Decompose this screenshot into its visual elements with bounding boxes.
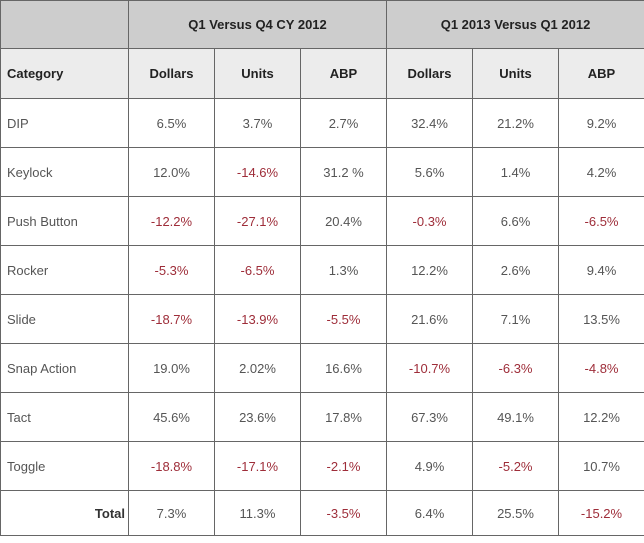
value-cell: -18.8% xyxy=(128,441,215,491)
table-row: DIP 6.5% 3.7% 2.7% 32.4% 21.2% 9.2% xyxy=(0,98,644,148)
value-cell: -27.1% xyxy=(214,196,301,246)
total-value-cell: -3.5% xyxy=(299,490,388,536)
value-cell: 2.6% xyxy=(472,245,560,295)
column-header-category: Category xyxy=(0,48,129,99)
value-cell: -4.8% xyxy=(558,343,644,393)
group-header-q1-vs-q4-cy2012: Q1 Versus Q4 CY 2012 xyxy=(127,0,388,49)
value-cell: 4.9% xyxy=(386,441,474,491)
total-value-cell: 25.5% xyxy=(472,490,560,536)
value-cell: -18.7% xyxy=(128,294,215,344)
category-cell: DIP xyxy=(0,98,129,148)
value-cell: 20.4% xyxy=(299,196,388,246)
category-cell: Snap Action xyxy=(0,343,129,393)
category-cell: Slide xyxy=(0,294,129,344)
total-value-cell: -15.2% xyxy=(558,490,644,536)
total-row: Total 7.3% 11.3% -3.5% 6.4% 25.5% -15.2% xyxy=(0,490,644,536)
table-row: Toggle -18.8% -17.1% -2.1% 4.9% -5.2% 10… xyxy=(0,441,644,491)
value-cell: 21.2% xyxy=(472,98,560,148)
category-cell: Tact xyxy=(0,392,129,442)
total-label: Total xyxy=(0,490,129,536)
value-cell: -10.7% xyxy=(386,343,474,393)
value-cell: 1.3% xyxy=(299,245,388,295)
category-cell: Rocker xyxy=(0,245,129,295)
group-header-row: Q1 Versus Q4 CY 2012 Q1 2013 Versus Q1 2… xyxy=(0,0,644,49)
value-cell: 12.2% xyxy=(558,392,644,442)
column-header-abp-right: ABP xyxy=(558,48,644,99)
total-value-cell: 7.3% xyxy=(128,490,215,536)
table-row: Keylock 12.0% -14.6% 31.2 % 5.6% 1.4% 4.… xyxy=(0,147,644,197)
table-row: Snap Action 19.0% 2.02% 16.6% -10.7% -6.… xyxy=(0,343,644,393)
value-cell: 23.6% xyxy=(214,392,301,442)
value-cell: 9.2% xyxy=(558,98,644,148)
table-row: Push Button -12.2% -27.1% 20.4% -0.3% 6.… xyxy=(0,196,644,246)
column-header-dollars-right: Dollars xyxy=(386,48,474,99)
value-cell: -0.3% xyxy=(386,196,474,246)
value-cell: 2.7% xyxy=(299,98,388,148)
value-cell: 7.1% xyxy=(472,294,560,344)
category-cell: Toggle xyxy=(0,441,129,491)
value-cell: -6.5% xyxy=(558,196,644,246)
value-cell: -2.1% xyxy=(299,441,388,491)
column-header-units-right: Units xyxy=(472,48,560,99)
value-cell: 13.5% xyxy=(558,294,644,344)
value-cell: 19.0% xyxy=(128,343,215,393)
value-cell: -13.9% xyxy=(214,294,301,344)
column-header-abp-left: ABP xyxy=(299,48,388,99)
category-cell: Keylock xyxy=(0,147,129,197)
value-cell: 6.5% xyxy=(128,98,215,148)
value-cell: -6.5% xyxy=(214,245,301,295)
value-cell: -5.3% xyxy=(128,245,215,295)
value-cell: 49.1% xyxy=(472,392,560,442)
value-cell: 6.6% xyxy=(472,196,560,246)
value-cell: 3.7% xyxy=(214,98,301,148)
value-cell: -14.6% xyxy=(214,147,301,197)
table-row: Slide -18.7% -13.9% -5.5% 21.6% 7.1% 13.… xyxy=(0,294,644,344)
value-cell: -12.2% xyxy=(128,196,215,246)
value-cell: 12.0% xyxy=(128,147,215,197)
value-cell: -5.5% xyxy=(299,294,388,344)
value-cell: 10.7% xyxy=(558,441,644,491)
value-cell: 32.4% xyxy=(386,98,474,148)
table-row: Tact 45.6% 23.6% 17.8% 67.3% 49.1% 12.2% xyxy=(0,392,644,442)
column-header-row: Category Dollars Units ABP Dollars Units… xyxy=(0,48,644,99)
total-value-cell: 11.3% xyxy=(214,490,301,536)
column-header-dollars-left: Dollars xyxy=(128,48,215,99)
value-cell: 31.2 % xyxy=(299,147,388,197)
group-header-empty-cell xyxy=(0,0,129,49)
value-cell: 4.2% xyxy=(558,147,644,197)
column-header-units-left: Units xyxy=(214,48,301,99)
category-cell: Push Button xyxy=(0,196,129,246)
value-cell: -17.1% xyxy=(214,441,301,491)
total-value-cell: 6.4% xyxy=(386,490,474,536)
value-cell: 2.02% xyxy=(214,343,301,393)
value-cell: 17.8% xyxy=(299,392,388,442)
value-cell: 1.4% xyxy=(472,147,560,197)
value-cell: 12.2% xyxy=(386,245,474,295)
value-cell: 21.6% xyxy=(386,294,474,344)
value-cell: 67.3% xyxy=(386,392,474,442)
value-cell: -6.3% xyxy=(472,343,560,393)
value-cell: 9.4% xyxy=(558,245,644,295)
table-row: Rocker -5.3% -6.5% 1.3% 12.2% 2.6% 9.4% xyxy=(0,245,644,295)
value-cell: 16.6% xyxy=(299,343,388,393)
group-header-q1-2013-vs-q1-2012: Q1 2013 Versus Q1 2012 xyxy=(386,0,644,49)
value-cell: 45.6% xyxy=(128,392,215,442)
value-cell: -5.2% xyxy=(472,441,560,491)
value-cell: 5.6% xyxy=(386,147,474,197)
